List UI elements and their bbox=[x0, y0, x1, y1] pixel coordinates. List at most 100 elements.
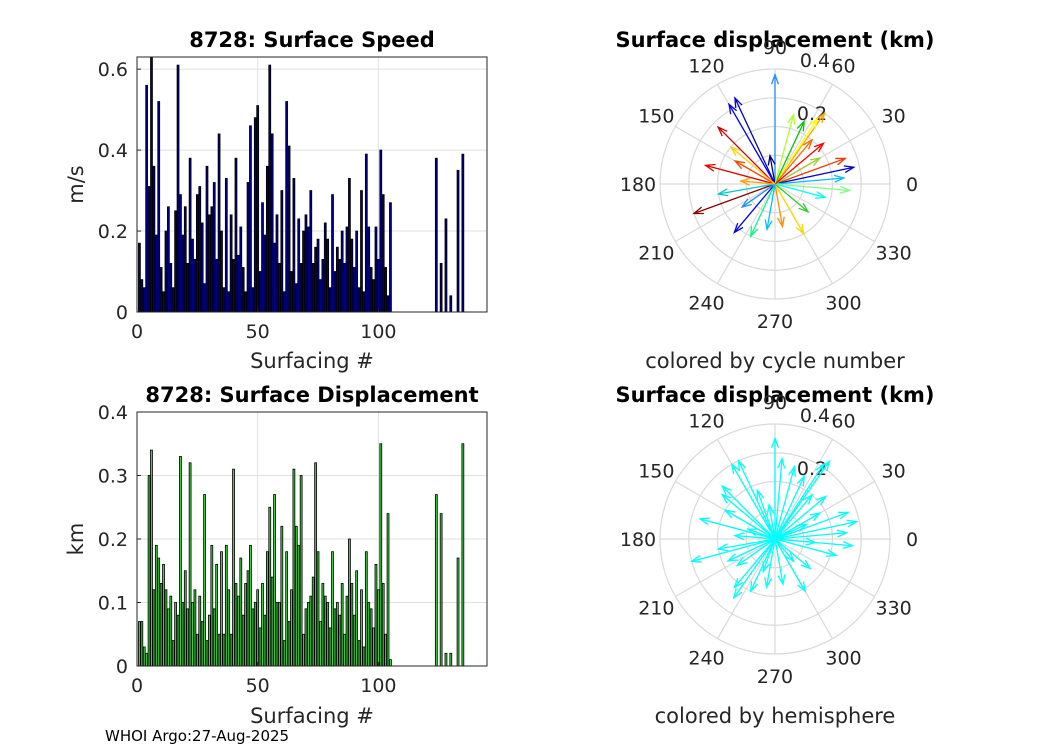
bar bbox=[285, 101, 289, 313]
bar bbox=[152, 165, 156, 313]
bar bbox=[256, 105, 260, 313]
arrow-shaft bbox=[774, 538, 794, 562]
displacement-arrow bbox=[774, 138, 814, 185]
displacement-arrow bbox=[716, 125, 776, 185]
bar bbox=[154, 234, 158, 313]
x-tick-label: 50 bbox=[246, 321, 270, 343]
bar bbox=[152, 589, 156, 667]
bar bbox=[386, 513, 390, 667]
arrow-shaft bbox=[774, 538, 806, 592]
arrow-shaft bbox=[730, 146, 776, 185]
angle-label: 210 bbox=[638, 598, 674, 620]
bar bbox=[323, 222, 327, 313]
angle-label: 180 bbox=[620, 174, 656, 196]
arrow-head bbox=[720, 493, 732, 504]
bar bbox=[181, 602, 185, 667]
bar bbox=[215, 258, 219, 313]
arrow-shaft bbox=[774, 183, 850, 192]
bar bbox=[210, 206, 214, 313]
arrow-shaft bbox=[766, 183, 776, 230]
bar bbox=[198, 595, 202, 667]
bar bbox=[343, 633, 346, 667]
bar bbox=[237, 595, 240, 667]
bar bbox=[328, 287, 332, 313]
bar bbox=[333, 271, 337, 313]
arrow-head bbox=[839, 185, 852, 194]
bar bbox=[374, 226, 378, 313]
arrow-shaft bbox=[774, 521, 857, 540]
displacement-arrow bbox=[774, 523, 808, 540]
arrow-shaft bbox=[774, 139, 813, 185]
angle-label: 90 bbox=[763, 392, 787, 414]
bar bbox=[263, 234, 267, 313]
bar bbox=[208, 214, 211, 313]
y-axis-label: m/s bbox=[64, 165, 88, 203]
bar bbox=[372, 279, 375, 313]
angle-label: 210 bbox=[638, 243, 674, 265]
bar bbox=[253, 117, 257, 313]
bar bbox=[205, 640, 209, 667]
bar bbox=[355, 230, 359, 313]
bar bbox=[461, 443, 465, 667]
bar bbox=[179, 194, 182, 313]
bar bbox=[439, 263, 443, 313]
displacement-arrow bbox=[774, 183, 852, 194]
y-tick-label: 0.2 bbox=[98, 221, 128, 243]
bar bbox=[369, 608, 373, 667]
bar bbox=[244, 291, 247, 313]
displacement-arrow bbox=[774, 112, 796, 185]
bar bbox=[444, 652, 448, 667]
bar bbox=[232, 258, 235, 313]
bar bbox=[188, 462, 192, 667]
bar bbox=[220, 551, 223, 667]
bar bbox=[386, 295, 390, 313]
bar bbox=[174, 602, 177, 667]
displacement-arrow bbox=[774, 474, 805, 540]
bar bbox=[147, 475, 151, 667]
arrow-head bbox=[692, 206, 704, 215]
bar bbox=[265, 551, 269, 667]
arrow-shaft bbox=[740, 180, 776, 185]
arrow-head bbox=[835, 157, 848, 166]
bar bbox=[220, 230, 223, 313]
bar bbox=[389, 659, 392, 667]
bar bbox=[147, 186, 151, 313]
displacement-arrow bbox=[738, 177, 776, 186]
arrow-head bbox=[796, 119, 805, 132]
bar bbox=[224, 544, 228, 667]
arrow-shaft bbox=[774, 523, 807, 540]
bar bbox=[142, 287, 146, 313]
displacement-arrow bbox=[703, 163, 776, 185]
bar bbox=[307, 602, 310, 667]
bar bbox=[377, 258, 380, 313]
bar bbox=[456, 169, 460, 313]
arrow-head bbox=[815, 462, 825, 475]
bar bbox=[294, 525, 298, 667]
bar bbox=[222, 287, 226, 313]
x-tick-label: 100 bbox=[360, 321, 396, 343]
bar bbox=[304, 214, 308, 313]
bar bbox=[200, 222, 204, 313]
y-tick-label: 0 bbox=[116, 656, 128, 678]
arrow-shaft bbox=[774, 157, 821, 185]
bar bbox=[176, 64, 180, 313]
arrow-head bbox=[749, 226, 759, 238]
bar bbox=[381, 583, 385, 667]
displacement-arrow bbox=[774, 512, 822, 540]
bar bbox=[162, 564, 165, 667]
bar bbox=[304, 608, 308, 667]
arrow-shaft bbox=[699, 518, 776, 540]
bar bbox=[350, 238, 354, 313]
bar bbox=[169, 595, 173, 667]
bar bbox=[246, 570, 250, 667]
arrow-head bbox=[733, 577, 744, 589]
bar bbox=[138, 242, 141, 313]
bar bbox=[145, 84, 149, 313]
arrow-shaft bbox=[774, 183, 805, 235]
arrow-head bbox=[734, 96, 743, 109]
angle-label: 30 bbox=[882, 461, 906, 483]
bar bbox=[164, 230, 168, 313]
arrow-head bbox=[805, 537, 817, 546]
displacement-arrow bbox=[692, 183, 776, 215]
